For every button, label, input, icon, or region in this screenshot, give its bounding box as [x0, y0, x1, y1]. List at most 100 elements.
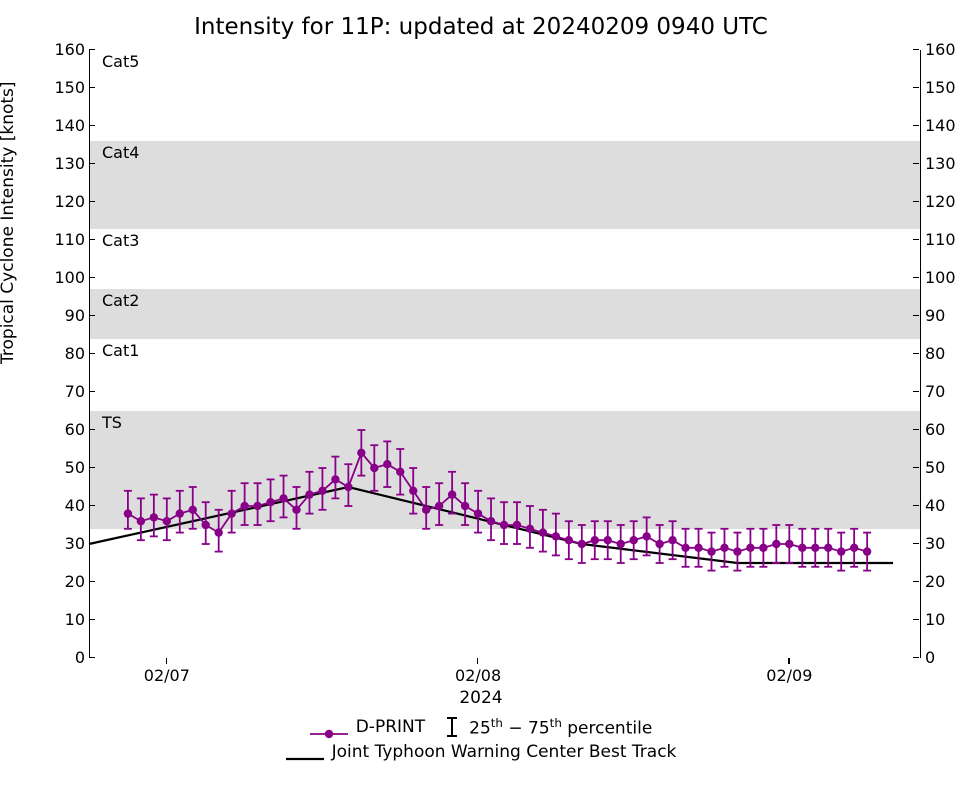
dprint-marker	[785, 540, 793, 548]
dprint-marker	[772, 540, 780, 548]
legend-swatch-besttrack	[286, 751, 324, 753]
ytick-right: 50	[925, 458, 962, 477]
dprint-marker	[694, 544, 702, 552]
ytick-mark	[913, 467, 919, 468]
dprint-marker	[409, 487, 417, 495]
ytick-mark	[913, 277, 919, 278]
ytick-right: 150	[925, 78, 962, 97]
dprint-marker	[487, 517, 495, 525]
ytick-right: 60	[925, 420, 962, 439]
dprint-marker	[681, 544, 689, 552]
ytick-mark	[89, 543, 95, 544]
ytick-mark	[913, 657, 919, 658]
ytick-right: 130	[925, 154, 962, 173]
ytick-mark	[89, 581, 95, 582]
dprint-marker	[604, 536, 612, 544]
ytick-mark	[913, 581, 919, 582]
y-axis-label: Tropical Cyclone Intensity [knots]	[0, 81, 18, 364]
xtick-mark	[788, 658, 789, 664]
dprint-marker	[435, 502, 443, 510]
dprint-marker	[811, 544, 819, 552]
ytick-left: 60	[45, 420, 85, 439]
xtick-mark	[166, 658, 167, 664]
dprint-marker	[565, 536, 573, 544]
dprint-marker	[707, 547, 715, 555]
dprint-marker	[292, 506, 300, 514]
ytick-mark	[89, 239, 95, 240]
dprint-marker	[163, 517, 171, 525]
ytick-mark	[89, 125, 95, 126]
ytick-mark	[913, 505, 919, 506]
legend-label-percentile: 25th − 75th percentile	[469, 716, 652, 739]
dprint-marker	[344, 483, 352, 491]
x-axis-label: 2024	[0, 688, 962, 708]
ytick-right: 80	[925, 344, 962, 363]
dprint-marker	[474, 509, 482, 517]
legend-label-dprint: D-PRINT	[356, 717, 425, 737]
ytick-right: 120	[925, 192, 962, 211]
dprint-marker	[500, 521, 508, 529]
dprint-marker	[227, 509, 235, 517]
dprint-marker	[396, 468, 404, 476]
ytick-left: 80	[45, 344, 85, 363]
ytick-left: 110	[45, 230, 85, 249]
dprint-marker	[124, 509, 132, 517]
ytick-right: 0	[925, 648, 962, 667]
xtick-label: 02/08	[455, 666, 501, 685]
xtick-mark	[477, 658, 478, 664]
ytick-mark	[89, 201, 95, 202]
ytick-left: 10	[45, 610, 85, 629]
dprint-marker	[176, 509, 184, 517]
ytick-right: 20	[925, 572, 962, 591]
ytick-mark	[913, 49, 919, 50]
dprint-marker	[863, 547, 871, 555]
dprint-marker	[150, 513, 158, 521]
ytick-left: 140	[45, 116, 85, 135]
ytick-mark	[913, 163, 919, 164]
ytick-mark	[89, 277, 95, 278]
ytick-right: 160	[925, 40, 962, 59]
ytick-mark	[89, 429, 95, 430]
ytick-right: 90	[925, 306, 962, 325]
legend-item-besttrack: Joint Typhoon Warning Center Best Track	[286, 742, 677, 762]
ytick-left: 40	[45, 496, 85, 515]
dprint-marker	[331, 475, 339, 483]
ytick-mark	[913, 353, 919, 354]
ytick-left: 130	[45, 154, 85, 173]
dprint-marker	[629, 536, 637, 544]
plot-svg	[89, 50, 919, 658]
ytick-left: 70	[45, 382, 85, 401]
legend-item-percentile: 25th − 75th percentile	[443, 716, 652, 739]
ytick-mark	[89, 467, 95, 468]
ytick-mark	[89, 49, 95, 50]
ytick-mark	[89, 657, 95, 658]
ytick-mark	[913, 201, 919, 202]
chart-title: Intensity for 11P: updated at 20240209 0…	[0, 14, 962, 40]
dprint-marker	[214, 528, 222, 536]
dprint-marker	[253, 502, 261, 510]
legend-item-dprint: D-PRINT	[310, 717, 425, 737]
dprint-marker	[137, 517, 145, 525]
dprint-marker	[591, 536, 599, 544]
dprint-marker	[798, 544, 806, 552]
ytick-mark	[89, 163, 95, 164]
dprint-marker	[448, 490, 456, 498]
ytick-right: 10	[925, 610, 962, 629]
dprint-marker	[305, 490, 313, 498]
xtick-label: 02/09	[766, 666, 812, 685]
dprint-marker	[655, 540, 663, 548]
dprint-marker	[422, 506, 430, 514]
ytick-mark	[89, 505, 95, 506]
dprint-marker	[759, 544, 767, 552]
dprint-marker	[642, 532, 650, 540]
dprint-marker	[357, 449, 365, 457]
dprint-marker	[383, 460, 391, 468]
ytick-mark	[89, 619, 95, 620]
dprint-marker	[202, 521, 210, 529]
ytick-mark	[913, 315, 919, 316]
ytick-mark	[913, 125, 919, 126]
ytick-mark	[89, 353, 95, 354]
ytick-mark	[913, 239, 919, 240]
ytick-mark	[89, 315, 95, 316]
dprint-marker	[240, 502, 248, 510]
